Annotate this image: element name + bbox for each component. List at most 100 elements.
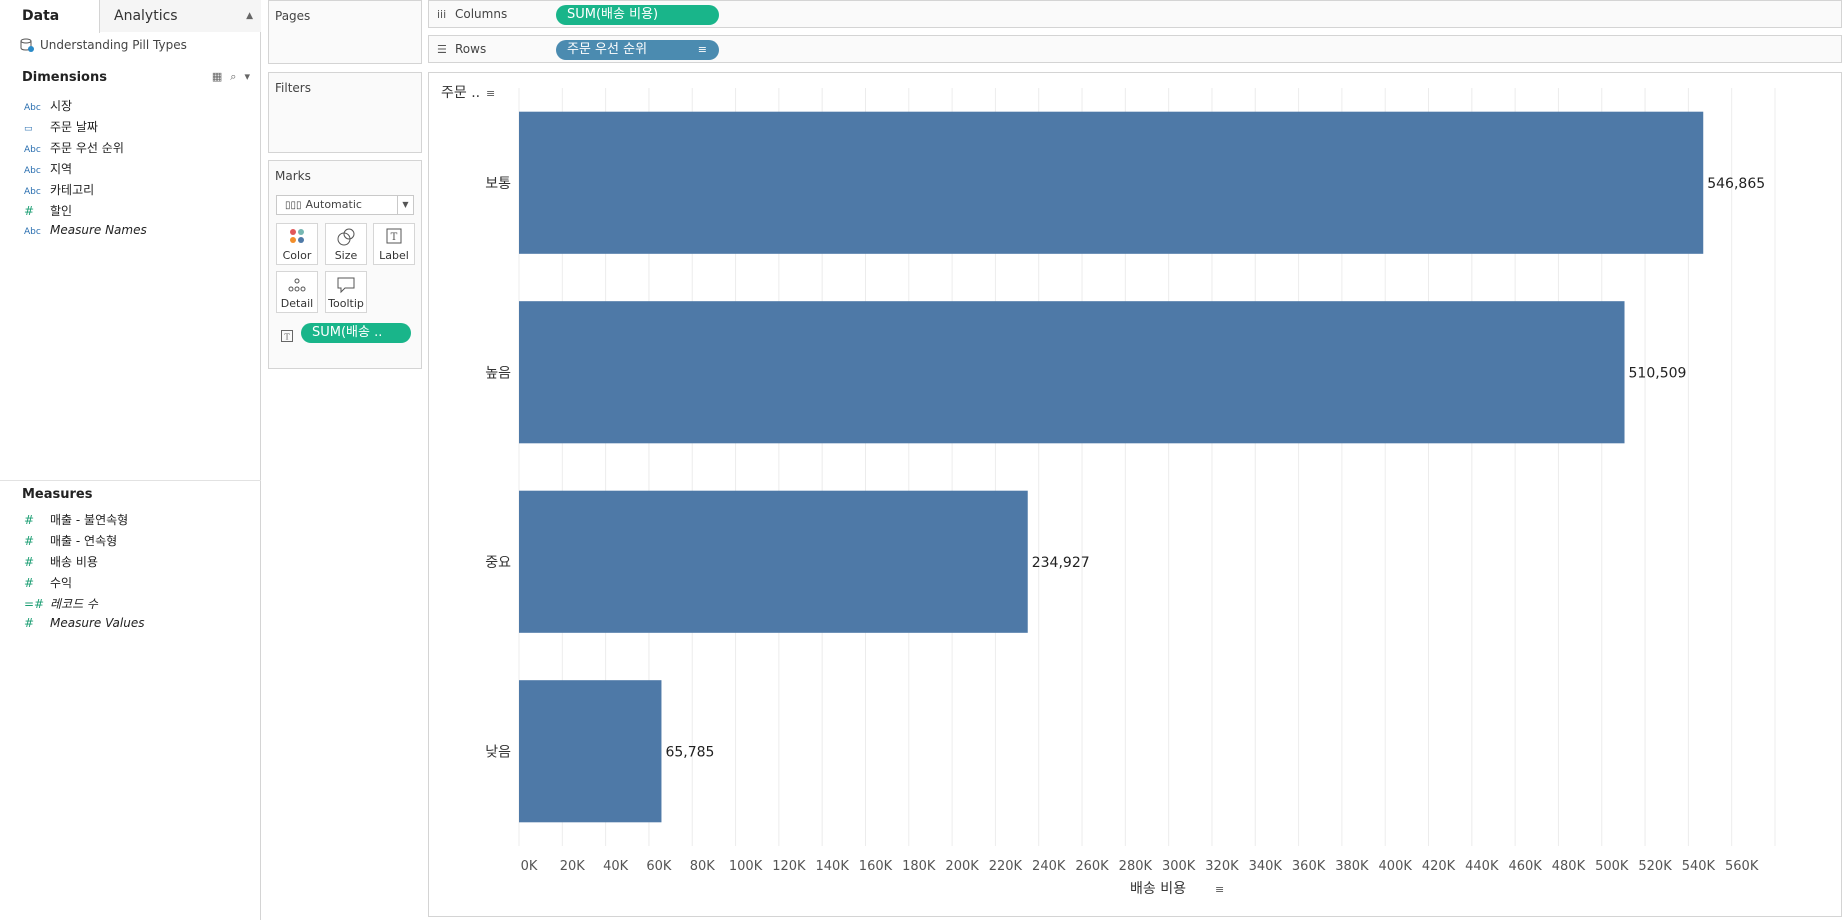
x-tick-label: 140K <box>816 859 850 874</box>
x-tick-label: 520K <box>1638 859 1672 874</box>
dimension-field[interactable]: ▭ 주문 날짜 <box>24 118 98 136</box>
measure-field[interactable]: # Measure Values <box>24 616 144 634</box>
numeric-field-icon: # <box>24 555 35 569</box>
dimension-field[interactable]: Abc 시장 <box>24 97 72 115</box>
detail-button[interactable]: Detail <box>276 271 318 313</box>
x-tick-label: 540K <box>1682 859 1716 874</box>
datasource-icon <box>20 38 34 52</box>
field-label: 레코드 수 <box>50 597 98 611</box>
size-label: Size <box>334 249 358 262</box>
rows-shelf-label: ☰ Rows <box>437 42 486 56</box>
field-label: 주문 날짜 <box>50 120 98 134</box>
numeric-field-icon: # <box>24 534 35 548</box>
rows-pill[interactable]: 주문 우선 순위 ≡ <box>556 40 719 60</box>
bar-chart-icon: ▯▯▯ <box>285 200 302 211</box>
x-tick-label: 380K <box>1335 859 1369 874</box>
category-label: 보통 <box>485 176 511 192</box>
label-button[interactable]: T Label <box>373 223 415 265</box>
dimension-field[interactable]: Abc 주문 우선 순위 <box>24 139 124 157</box>
x-tick-label: 300K <box>1162 859 1196 874</box>
measure-field[interactable]: # 배송 비용 <box>24 553 98 571</box>
x-tick-label: 180K <box>902 859 936 874</box>
dimension-field[interactable]: Abc 지역 <box>24 160 72 178</box>
x-tick-label: 420K <box>1422 859 1456 874</box>
x-tick-label: 560K <box>1725 859 1759 874</box>
dimension-field[interactable]: Abc 카테고리 <box>24 181 94 199</box>
mark-type-dropdown[interactable]: ▯▯▯ Automatic ▼ <box>276 195 414 215</box>
x-tick-label: 460K <box>1508 859 1542 874</box>
numeric-field-icon: =# <box>24 597 45 611</box>
detail-icon <box>277 275 317 297</box>
columns-pill[interactable]: SUM(배송 비용) <box>556 5 719 25</box>
chart-view[interactable]: 주문 .. ≡ 보통 546,865 높음 510,509 중요 234,927 낮음 65,78… <box>428 72 1842 917</box>
category-label: 낮음 <box>485 744 511 760</box>
string-field-icon: Abc <box>24 187 41 197</box>
category-label: 중요 <box>485 555 511 571</box>
columns-shelf[interactable]: iii Columns SUM(배송 비용) <box>428 0 1842 28</box>
dimensions-tools: ▦ ⌕ ▾ <box>204 70 250 84</box>
field-label: 할인 <box>50 204 73 218</box>
x-tick-label: 160K <box>859 859 893 874</box>
sort-icon: ≡ <box>486 87 495 100</box>
measure-field[interactable]: # 매출 - 불연속형 <box>24 511 128 529</box>
chevron-down-icon[interactable]: ▾ <box>244 70 250 83</box>
row-header: 주문 .. <box>441 85 480 101</box>
chevron-updown-icon: ▲ <box>246 11 253 21</box>
x-tick-label: 80K <box>690 859 716 874</box>
value-label: 65,785 <box>665 744 714 760</box>
field-label: 주문 우선 순위 <box>50 141 124 155</box>
dimension-field[interactable]: Abc Measure Names <box>24 223 147 241</box>
field-label: 수익 <box>50 576 73 590</box>
measure-field[interactable]: # 수익 <box>24 574 72 592</box>
numeric-field-icon: # <box>24 204 35 218</box>
tooltip-button[interactable]: Tooltip <box>325 271 367 313</box>
x-tick-label: 320K <box>1205 859 1239 874</box>
svg-text:T: T <box>391 232 398 243</box>
field-label: 매출 - 연속형 <box>50 534 118 548</box>
numeric-field-icon: # <box>24 616 35 630</box>
bar <box>519 111 1704 254</box>
x-tick-label: 360K <box>1292 859 1326 874</box>
tab-analytics-label: Analytics <box>114 8 178 24</box>
filters-card[interactable]: Filters <box>268 72 422 153</box>
string-field-icon: Abc <box>24 103 41 113</box>
view-data-icon[interactable]: ▦ <box>211 70 223 83</box>
pages-card[interactable]: Pages <box>268 0 422 64</box>
x-axis-title: 배송 비용 <box>1130 881 1186 897</box>
mark-type-value: Automatic <box>305 198 362 211</box>
numeric-field-icon: # <box>24 576 35 590</box>
numeric-field-icon: # <box>24 513 35 527</box>
label-pill[interactable]: SUM(배송 .. <box>301 323 411 343</box>
value-label: 234,927 <box>1032 555 1090 571</box>
tab-data-label: Data <box>22 8 60 24</box>
rows-label: Rows <box>455 42 487 56</box>
sort-icon: ≡ <box>1215 883 1224 896</box>
string-field-icon: Abc <box>24 227 41 237</box>
bar <box>519 680 662 823</box>
bar-chart: 주문 .. ≡ 보통 546,865 높음 510,509 중요 234,927 낮음 65,78… <box>441 85 1776 897</box>
filters-title: Filters <box>275 81 311 95</box>
measure-field[interactable]: # 매출 - 연속형 <box>24 532 117 550</box>
field-label: 배송 비용 <box>50 555 98 569</box>
data-pane: Data Analytics ▲ Understanding Pill Type… <box>0 0 261 920</box>
x-tick-label: 40K <box>603 859 629 874</box>
search-icon[interactable]: ⌕ <box>230 70 237 83</box>
string-field-icon: Abc <box>24 166 41 176</box>
color-button[interactable]: Color <box>276 223 318 265</box>
field-label: Measure Names <box>50 223 147 237</box>
data-pane-tabs: Data Analytics ▲ <box>0 0 261 33</box>
pane-divider <box>0 480 261 481</box>
dimension-field[interactable]: # 할인 <box>24 202 72 220</box>
size-icon <box>326 227 366 249</box>
bar <box>519 490 1028 633</box>
datasource-item[interactable]: Understanding Pill Types <box>20 38 187 52</box>
calendar-icon: ▭ <box>24 124 33 134</box>
measure-field[interactable]: =# 레코드 수 <box>24 595 98 613</box>
dimensions-header: Dimensions <box>22 70 107 85</box>
category-label: 높음 <box>485 365 511 381</box>
size-button[interactable]: Size <box>325 223 367 265</box>
rows-shelf[interactable]: ☰ Rows 주문 우선 순위 ≡ <box>428 35 1842 63</box>
text-label-icon: T <box>281 327 293 346</box>
tab-data[interactable]: Data <box>0 0 100 33</box>
tab-analytics[interactable]: Analytics ▲ <box>100 0 261 32</box>
